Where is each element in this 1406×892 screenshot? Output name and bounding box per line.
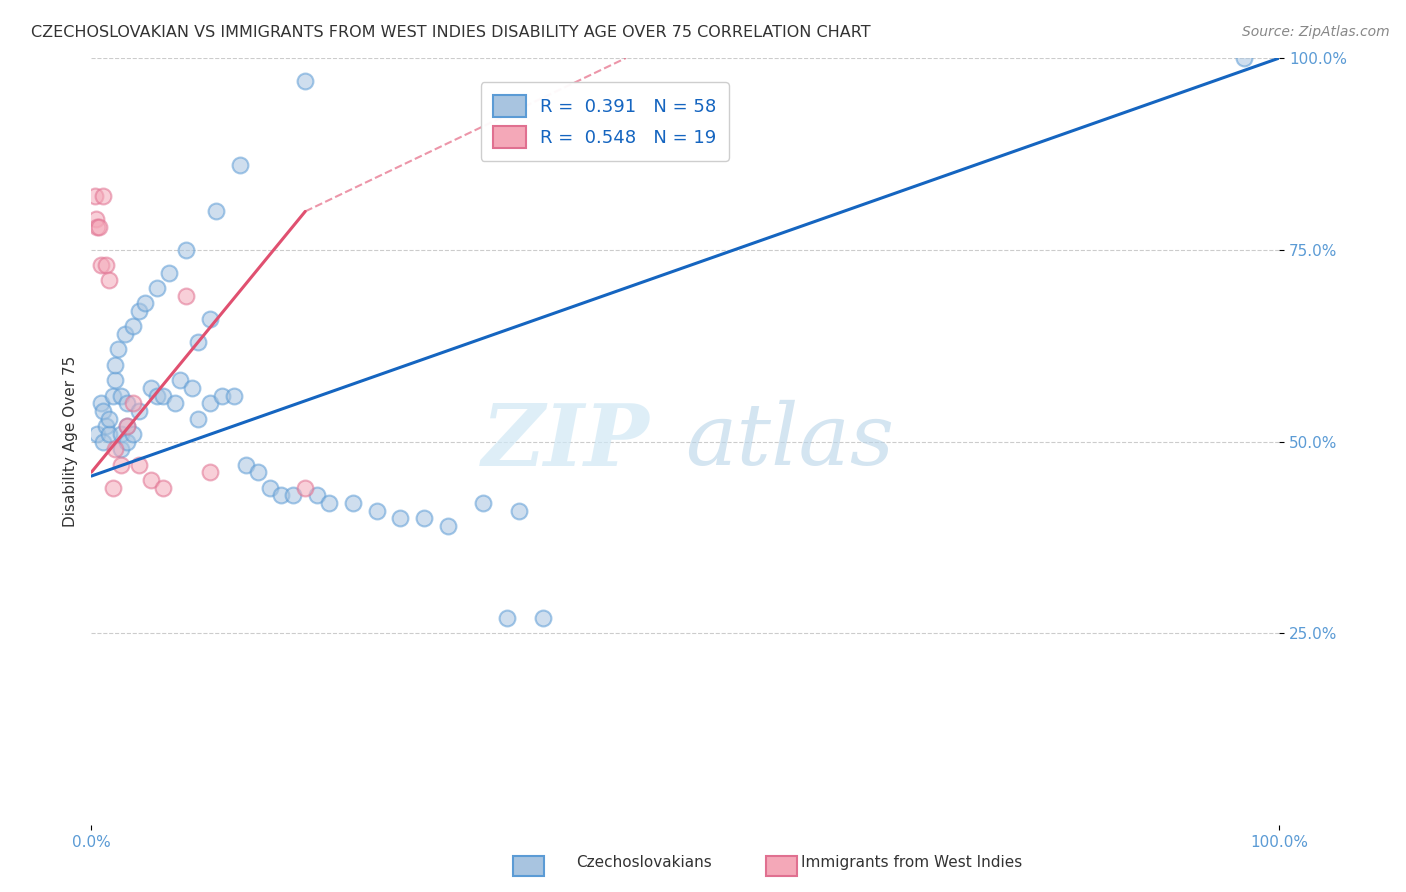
Legend: R =  0.391   N = 58, R =  0.548   N = 19: R = 0.391 N = 58, R = 0.548 N = 19: [481, 82, 730, 161]
Point: [104, 442, 127, 457]
Point: [84, 189, 107, 203]
Point: [152, 481, 174, 495]
Point: [115, 434, 138, 449]
Text: atlas: atlas: [685, 401, 894, 483]
Point: [436, 519, 458, 533]
Point: [187, 334, 209, 349]
Point: [413, 511, 436, 525]
Point: [91, 189, 114, 203]
Point: [318, 496, 340, 510]
Point: [139, 473, 162, 487]
Point: [94, 419, 117, 434]
Text: ZIP: ZIP: [482, 400, 650, 483]
Point: [229, 158, 252, 172]
Point: [84, 212, 107, 227]
Point: [200, 311, 222, 326]
Point: [104, 373, 127, 387]
Point: [122, 319, 145, 334]
Point: [508, 503, 530, 517]
Point: [98, 426, 121, 441]
Point: [169, 373, 191, 387]
Point: [200, 465, 222, 479]
Point: [94, 258, 117, 272]
Point: [294, 74, 316, 88]
Point: [163, 396, 186, 410]
Point: [122, 396, 145, 410]
Point: [98, 273, 121, 287]
Text: CZECHOSLOVAKIAN VS IMMIGRANTS FROM WEST INDIES DISABILITY AGE OVER 75 CORRELATIO: CZECHOSLOVAKIAN VS IMMIGRANTS FROM WEST …: [31, 25, 870, 40]
Point: [110, 458, 132, 472]
Point: [157, 266, 180, 280]
Point: [91, 404, 114, 418]
Point: [270, 488, 292, 502]
Point: [115, 419, 138, 434]
Point: [366, 503, 388, 517]
Y-axis label: Disability Age Over 75: Disability Age Over 75: [62, 356, 77, 527]
Point: [211, 388, 233, 402]
Point: [176, 243, 198, 257]
Point: [389, 511, 412, 525]
Point: [145, 388, 167, 402]
Point: [90, 396, 112, 410]
Point: [107, 343, 129, 357]
Point: [152, 388, 174, 402]
Text: Czechoslovakians: Czechoslovakians: [576, 855, 713, 870]
Point: [1233, 51, 1256, 65]
Point: [87, 219, 110, 234]
Point: [283, 488, 305, 502]
Point: [114, 327, 136, 342]
Point: [176, 289, 198, 303]
Point: [222, 388, 245, 402]
Point: [110, 426, 132, 441]
Point: [259, 481, 281, 495]
Point: [342, 496, 364, 510]
Text: Source: ZipAtlas.com: Source: ZipAtlas.com: [1241, 25, 1389, 39]
Point: [294, 481, 316, 495]
Point: [187, 411, 209, 425]
Point: [472, 496, 495, 510]
Point: [90, 258, 112, 272]
Point: [134, 296, 156, 310]
Point: [110, 442, 132, 457]
Point: [101, 481, 124, 495]
Point: [200, 396, 222, 410]
Point: [128, 458, 150, 472]
Point: [101, 388, 124, 402]
Point: [139, 381, 162, 395]
Point: [145, 281, 167, 295]
Point: [181, 381, 204, 395]
Point: [205, 204, 228, 219]
Point: [110, 388, 132, 402]
Point: [115, 396, 138, 410]
Point: [496, 611, 519, 625]
Point: [128, 404, 150, 418]
Point: [86, 426, 108, 441]
Point: [98, 411, 121, 425]
Point: [86, 219, 108, 234]
Point: [246, 465, 269, 479]
Point: [122, 426, 145, 441]
Point: [235, 458, 257, 472]
Point: [531, 611, 554, 625]
Point: [104, 358, 127, 372]
Point: [128, 304, 150, 318]
Point: [115, 419, 138, 434]
Point: [307, 488, 329, 502]
Text: Immigrants from West Indies: Immigrants from West Indies: [801, 855, 1022, 870]
Point: [91, 434, 114, 449]
